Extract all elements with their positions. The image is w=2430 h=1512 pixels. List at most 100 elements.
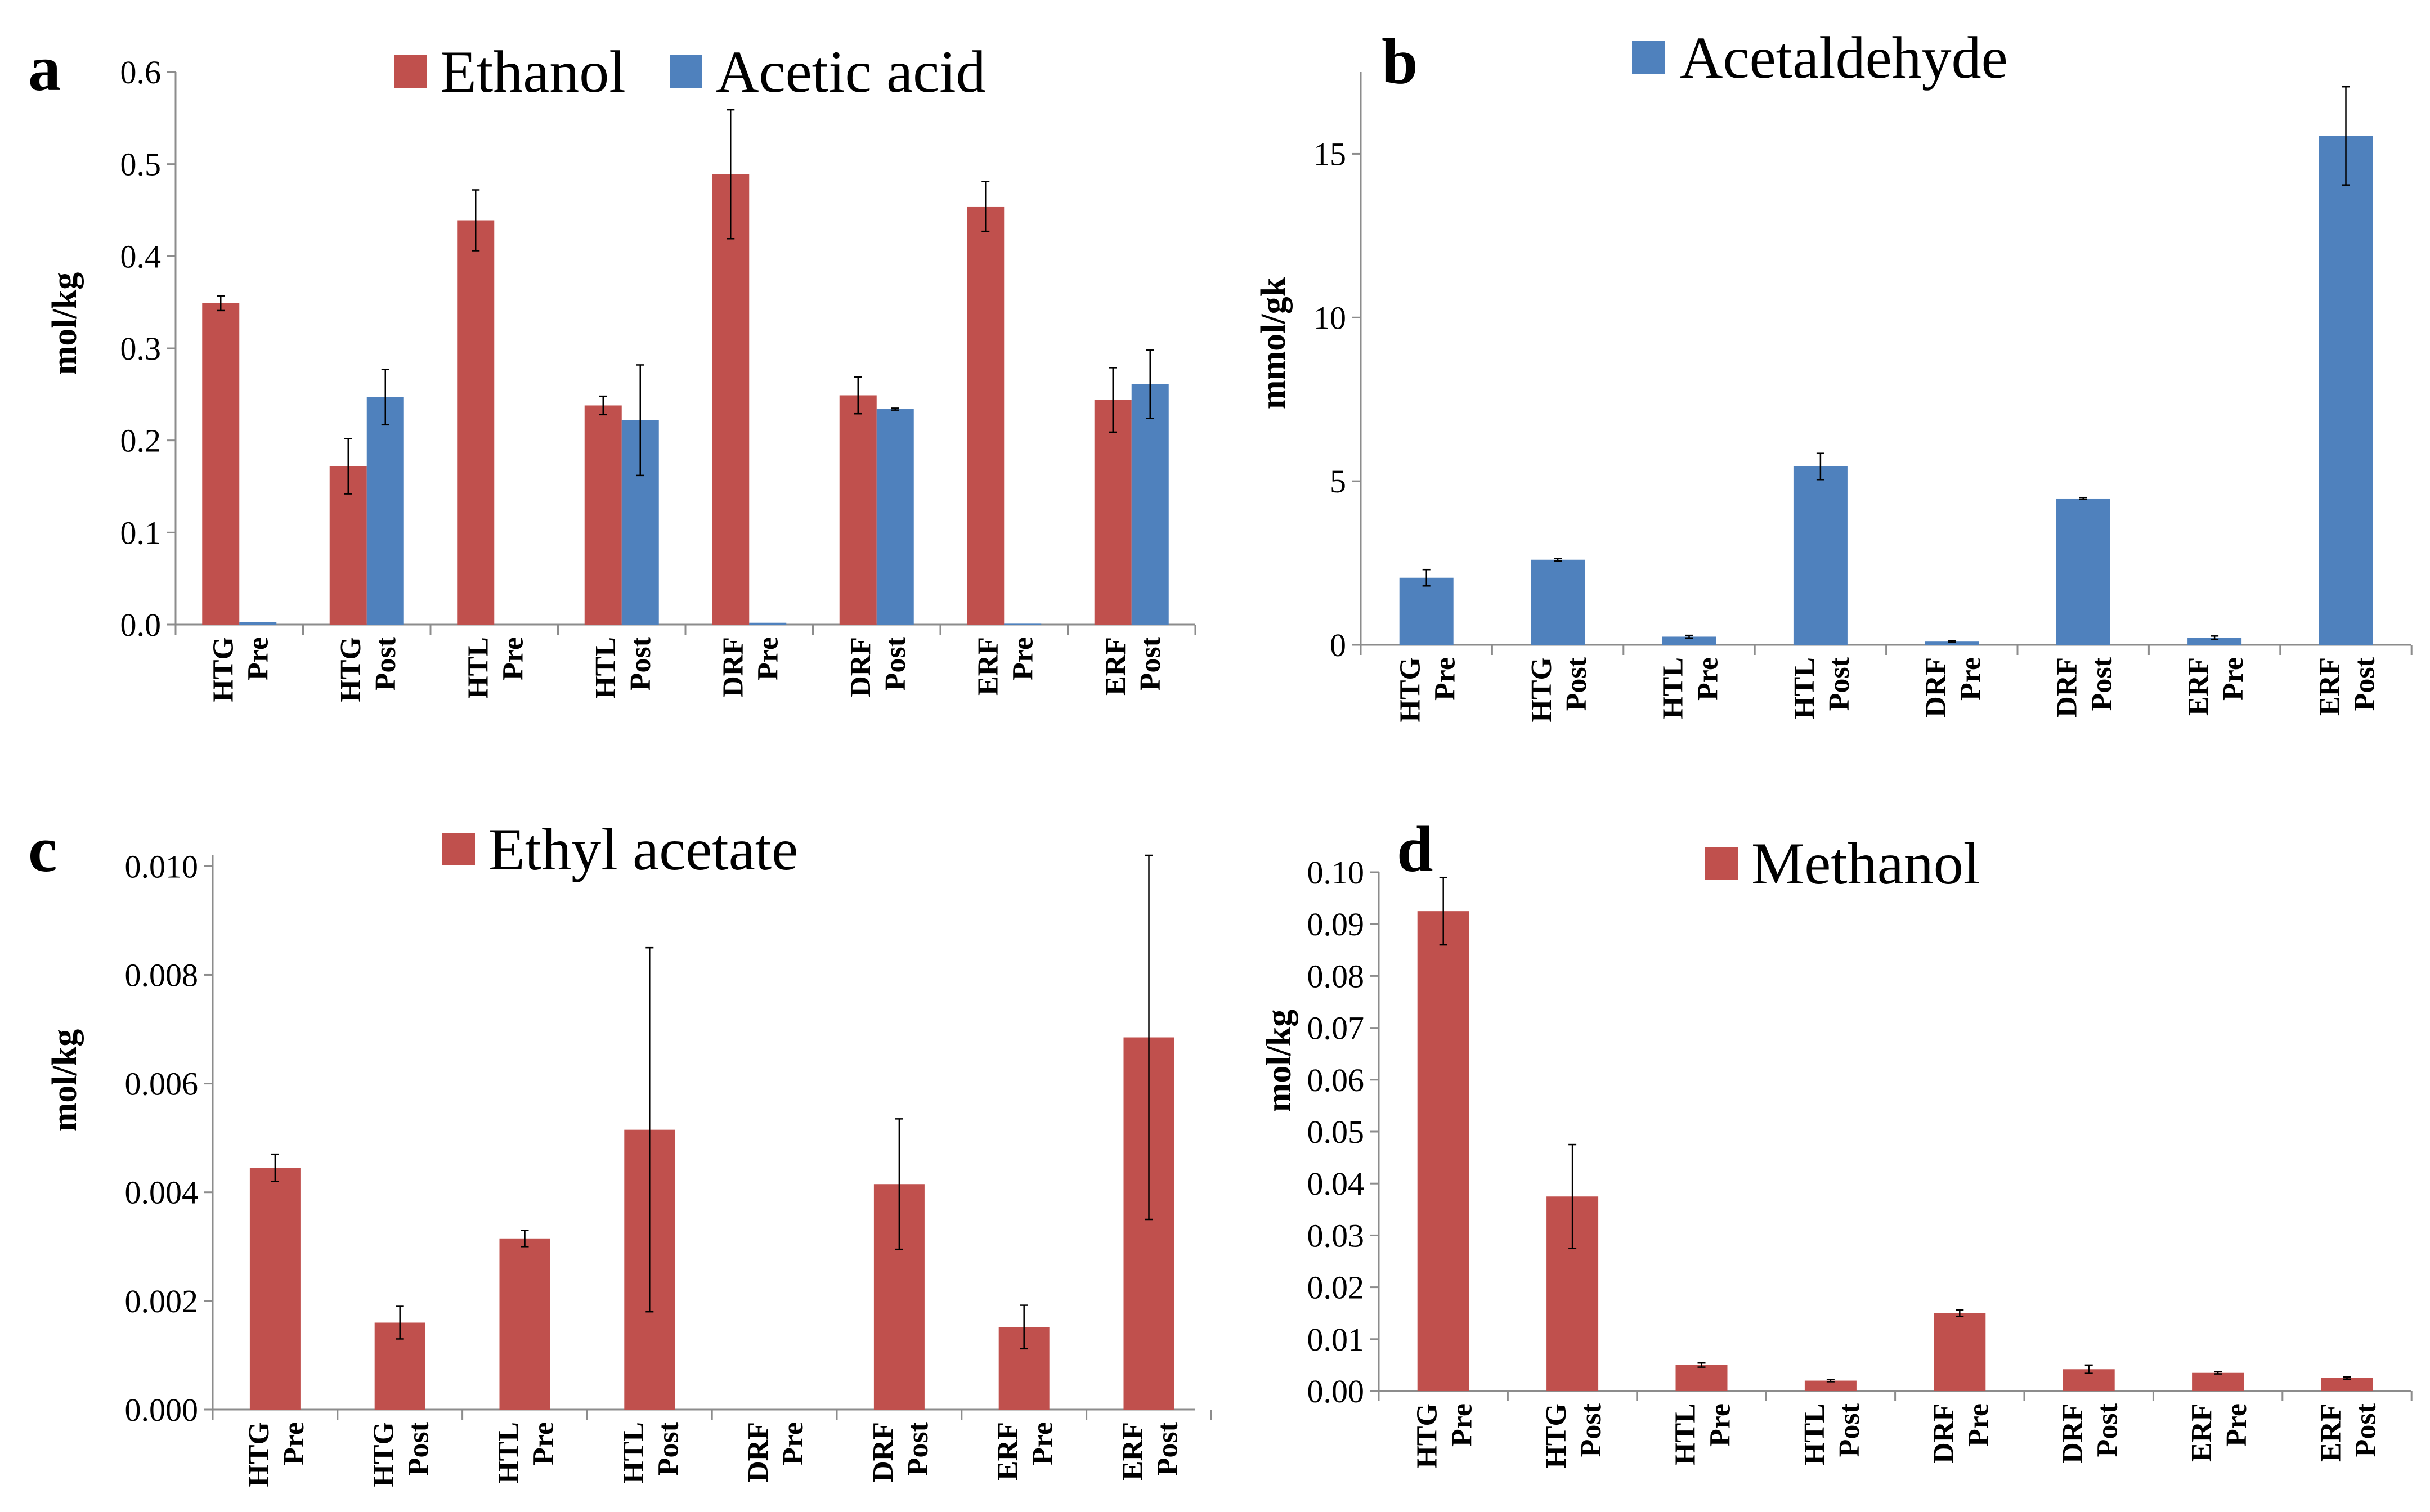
x-tick-label-site: ERF: [2315, 1403, 2347, 1462]
x-tick-label-phase: Pre: [2217, 657, 2249, 701]
x-tick-label-site: ERF: [1117, 1422, 1149, 1480]
x-tick-label-phase: Post: [880, 636, 912, 690]
x-tick-label-phase: Post: [625, 636, 657, 690]
x-tick-label-site: DRF: [717, 637, 749, 697]
legend-swatch: [394, 55, 427, 88]
y-tick-label: 0.000: [125, 1392, 199, 1428]
y-tick-label: 0.010: [125, 848, 199, 885]
x-tick-label-site: HTL: [590, 637, 622, 699]
legend-label: Acetaldehyde: [1680, 25, 2008, 91]
y-tick-label: 0.0: [120, 607, 162, 643]
bar-acetaldehyde-7: [2319, 136, 2373, 645]
x-tick-label-site: ERF: [992, 1422, 1024, 1480]
panel-letter: b: [1382, 26, 1418, 98]
x-tick-label-phase: Post: [370, 636, 402, 690]
y-tick-label: 0.004: [125, 1174, 199, 1211]
panel-letter: c: [28, 814, 57, 886]
bar-acetaldehyde-1: [1531, 559, 1585, 645]
y-axis-label: mol/kg: [46, 272, 84, 375]
legend-swatch: [1632, 41, 1665, 74]
x-tick-label-phase: Post: [1135, 636, 1167, 690]
x-tick-label-phase: Pre: [242, 637, 274, 680]
x-tick-label-site: HTG: [1526, 657, 1558, 723]
y-tick-label: 0.06: [1307, 1062, 1365, 1098]
legend-label: Ethyl acetate: [488, 816, 798, 882]
bar-ethanol-5: [839, 395, 877, 625]
x-tick-label-site: ERF: [1100, 637, 1132, 696]
x-tick-label-phase: Post: [902, 1421, 934, 1475]
x-tick-label-site: HTG: [335, 637, 367, 702]
x-tick-label-phase: Post: [1152, 1421, 1184, 1475]
x-tick-label-site: HTG: [243, 1422, 275, 1487]
y-axis-label: mmol/gk: [1254, 277, 1293, 409]
bar-ethanol-0: [202, 303, 240, 625]
y-tick-label: 0.006: [125, 1066, 199, 1102]
y-tick-label: 0.1: [120, 514, 162, 551]
x-tick-label-site: HTG: [1540, 1403, 1572, 1469]
bar-ethanol-6: [967, 206, 1005, 625]
y-tick-label: 0.01: [1307, 1321, 1365, 1358]
y-tick-label: 0.08: [1307, 958, 1365, 994]
x-tick-label-site: DRF: [845, 637, 877, 697]
chart-panel-d: d mol/kg 0.00 0.01 0.02 0.03 0.04 0.05 0.06 0.07 0…: [1260, 814, 2413, 1469]
y-tick-label: 0.5: [120, 146, 162, 183]
x-tick-label-phase: Pre: [1705, 1403, 1737, 1447]
y-tick-label: 0.008: [125, 957, 199, 993]
bar-methanol-4: [1934, 1313, 1986, 1391]
x-tick-label-site: ERF: [2182, 657, 2214, 716]
y-axis-label: mol/kg: [46, 1029, 84, 1132]
bar-methanol-7: [2321, 1378, 2373, 1391]
x-tick-label-site: HTL: [1788, 657, 1821, 719]
bar-acetaldehyde-5: [2056, 498, 2110, 645]
x-tick-label-site: DRF: [742, 1422, 774, 1482]
y-tick-label: 0.4: [120, 238, 162, 275]
x-tick-label-phase: Post: [1833, 1403, 1866, 1457]
legend-label: Ethanol: [440, 39, 626, 105]
x-tick-label-phase: Post: [2086, 657, 2118, 711]
y-tick-label: 0.02: [1307, 1269, 1365, 1306]
x-tick-label-phase: Post: [2092, 1403, 2124, 1457]
panel-letter: d: [1397, 814, 1433, 886]
y-tick-label: 0.3: [120, 330, 162, 367]
bar-methanol-6: [2192, 1372, 2244, 1391]
bar-acetic-acid-4: [749, 622, 787, 625]
y-tick-label: 0.002: [125, 1283, 199, 1320]
x-tick-label-phase: Post: [1823, 657, 1855, 711]
y-tick-label: 10: [1313, 299, 1346, 336]
y-tick-label: 0: [1330, 627, 1346, 663]
bar-ethyl-acetate-2: [499, 1238, 550, 1410]
panel-letter: a: [28, 33, 61, 105]
x-tick-label-phase: Post: [1575, 1403, 1607, 1457]
bar-acetic-acid-6: [1004, 623, 1042, 625]
x-tick-label-site: DRF: [1927, 1403, 1960, 1464]
legend-swatch: [442, 833, 475, 865]
y-tick-label: 0.04: [1307, 1165, 1365, 1202]
bar-methanol-3: [1804, 1380, 1857, 1391]
bar-acetaldehyde-2: [1662, 636, 1716, 645]
legend-label: Methanol: [1751, 831, 1980, 896]
x-tick-label-site: HTG: [368, 1422, 400, 1487]
bar-acetaldehyde-4: [1925, 641, 1979, 645]
x-tick-label-phase: Pre: [528, 1422, 560, 1465]
bar-acetaldehyde-6: [2187, 638, 2242, 645]
x-tick-label-site: ERF: [2314, 657, 2346, 716]
x-tick-label-site: ERF: [972, 637, 1004, 696]
bar-acetaldehyde-3: [1793, 466, 1848, 645]
y-tick-label: 0.6: [120, 54, 162, 91]
bar-methanol-2: [1675, 1365, 1728, 1391]
y-tick-label: 0.00: [1307, 1373, 1365, 1410]
bar-acetic-acid-5: [876, 409, 914, 625]
y-tick-label: 0.2: [120, 423, 162, 459]
bar-ethanol-2: [457, 220, 495, 625]
legend-label: Acetic acid: [716, 39, 986, 105]
y-tick-label: 0.05: [1307, 1114, 1365, 1150]
bar-acetaldehyde-0: [1399, 577, 1454, 645]
x-tick-label-phase: Post: [2349, 657, 2381, 711]
x-tick-label-site: ERF: [2186, 1403, 2218, 1462]
x-tick-label-site: HTL: [1670, 1403, 1702, 1465]
y-tick-label: 0.07: [1307, 1010, 1365, 1047]
x-tick-label-phase: Pre: [497, 637, 529, 680]
x-tick-label-site: HTL: [493, 1422, 525, 1484]
